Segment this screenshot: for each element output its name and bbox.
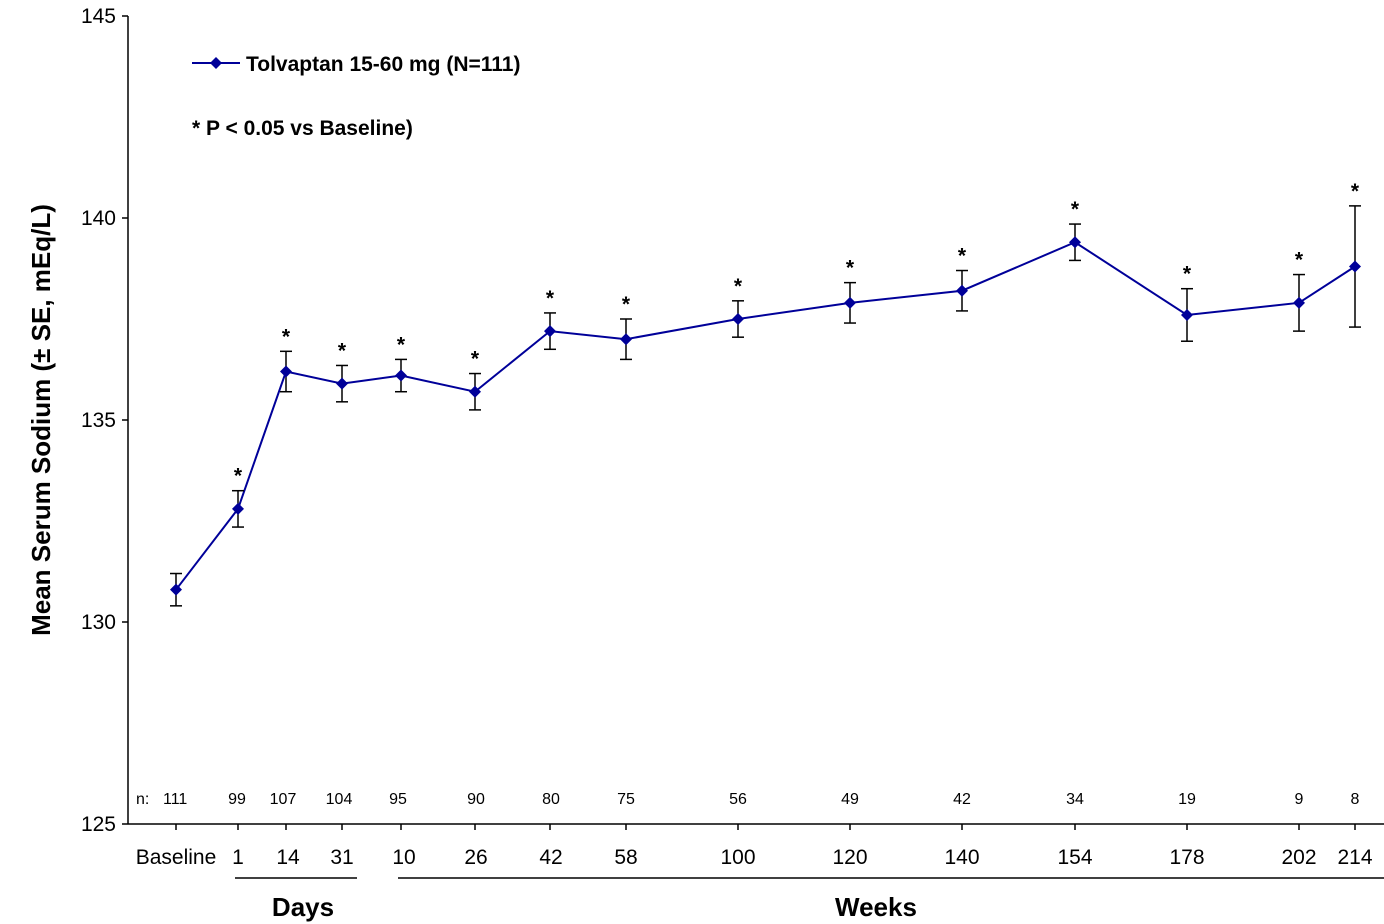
- significance-star: *: [958, 245, 967, 268]
- data-point-marker: [336, 377, 348, 390]
- n-value-label: 107: [270, 791, 297, 808]
- data-point-marker: [620, 333, 632, 346]
- significance-star: *: [282, 325, 291, 348]
- significance-star: *: [846, 257, 855, 280]
- x-tick-label: 1: [232, 846, 244, 869]
- x-tick-label: 31: [330, 846, 353, 869]
- legend-label: Tolvaptan 15-60 mg (N=111): [246, 53, 520, 76]
- y-tick-label: 145: [81, 5, 116, 28]
- legend-marker-icon: [210, 57, 222, 69]
- y-tick-label: 135: [81, 409, 116, 432]
- data-point-marker: [1293, 296, 1305, 309]
- significance-star: *: [1183, 263, 1192, 286]
- n-value-label: 104: [326, 791, 353, 808]
- data-point-marker: [844, 296, 856, 309]
- significance-star: *: [1351, 180, 1360, 203]
- group-label-weeks: Weeks: [835, 892, 917, 922]
- x-tick-label: 202: [1281, 846, 1316, 869]
- group-label-days: Days: [272, 892, 334, 922]
- n-value-label: 9: [1295, 791, 1304, 808]
- n-value-label: 75: [617, 791, 635, 808]
- y-axis-ticks: 125 130 135 140 145: [81, 5, 128, 836]
- x-tick-label: 100: [720, 846, 755, 869]
- data-point-marker: [1349, 260, 1361, 273]
- significance-star: *: [546, 287, 555, 310]
- x-tick-label: 214: [1337, 846, 1372, 869]
- data-point-marker: [395, 369, 407, 382]
- n-prefix-label: n:: [136, 791, 149, 808]
- n-value-label: 80: [542, 791, 560, 808]
- n-value-label: 111: [163, 791, 187, 808]
- legend: Tolvaptan 15-60 mg (N=111): [192, 53, 520, 76]
- significance-star: *: [234, 465, 243, 488]
- x-tick-label: Baseline: [136, 846, 217, 869]
- significance-star: *: [1295, 249, 1304, 272]
- significance-star: *: [471, 348, 480, 371]
- y-axis-title: Mean Serum Sodium (± SE, mEq/L): [26, 204, 56, 636]
- data-point-marker: [732, 313, 744, 325]
- data-point-marker: [232, 502, 244, 515]
- data-point-marker: [544, 325, 556, 338]
- n-value-label: 90: [467, 791, 485, 808]
- significance-star: *: [397, 333, 406, 356]
- significance-note: * P < 0.05 vs Baseline): [192, 117, 413, 140]
- data-point-marker: [469, 385, 481, 398]
- series-line: [175, 241, 1356, 591]
- x-tick-label: 26: [464, 846, 487, 869]
- data-point-marker: [956, 284, 968, 297]
- n-value-label: 42: [953, 791, 971, 808]
- significance-star: *: [338, 339, 347, 362]
- significance-star: *: [734, 275, 743, 298]
- series-layer: * * * * * * * * * * * * * *: [170, 180, 1361, 607]
- y-tick-label: 130: [81, 611, 116, 634]
- x-tick-label: 42: [539, 846, 562, 869]
- data-point-marker: [280, 365, 292, 378]
- x-axis-ticks: Baseline 1 14 31 10 26 42 58 100 120 140 154 178 202 2…: [136, 824, 1373, 869]
- n-value-label: 49: [841, 791, 859, 808]
- n-value-label: 56: [729, 791, 747, 808]
- data-point-marker: [1181, 308, 1193, 321]
- y-tick-label: 140: [81, 207, 116, 230]
- n-value-label: 8: [1351, 791, 1360, 808]
- data-point-marker: [1069, 236, 1081, 249]
- n-value-label: 95: [389, 791, 407, 808]
- x-axis-groups: Days Weeks: [235, 877, 1384, 922]
- significance-star: *: [1071, 198, 1080, 221]
- x-tick-label: 140: [944, 846, 979, 869]
- x-tick-label: 58: [614, 846, 637, 869]
- y-tick-label: 125: [81, 813, 116, 836]
- x-tick-label: 14: [276, 846, 300, 869]
- x-tick-label: 178: [1169, 846, 1204, 869]
- significance-star: *: [622, 293, 631, 316]
- sample-size-row: n: 111 99 107 104 95 90 80 75 56 49 42 34 19 9 8: [136, 791, 1360, 808]
- n-value-label: 34: [1066, 791, 1084, 808]
- data-point-marker: [170, 583, 182, 596]
- x-tick-label: 120: [832, 846, 867, 869]
- x-tick-label: 10: [392, 846, 415, 869]
- n-value-label: 19: [1178, 791, 1196, 808]
- n-value-label: 99: [228, 791, 246, 808]
- x-tick-label: 154: [1057, 846, 1092, 869]
